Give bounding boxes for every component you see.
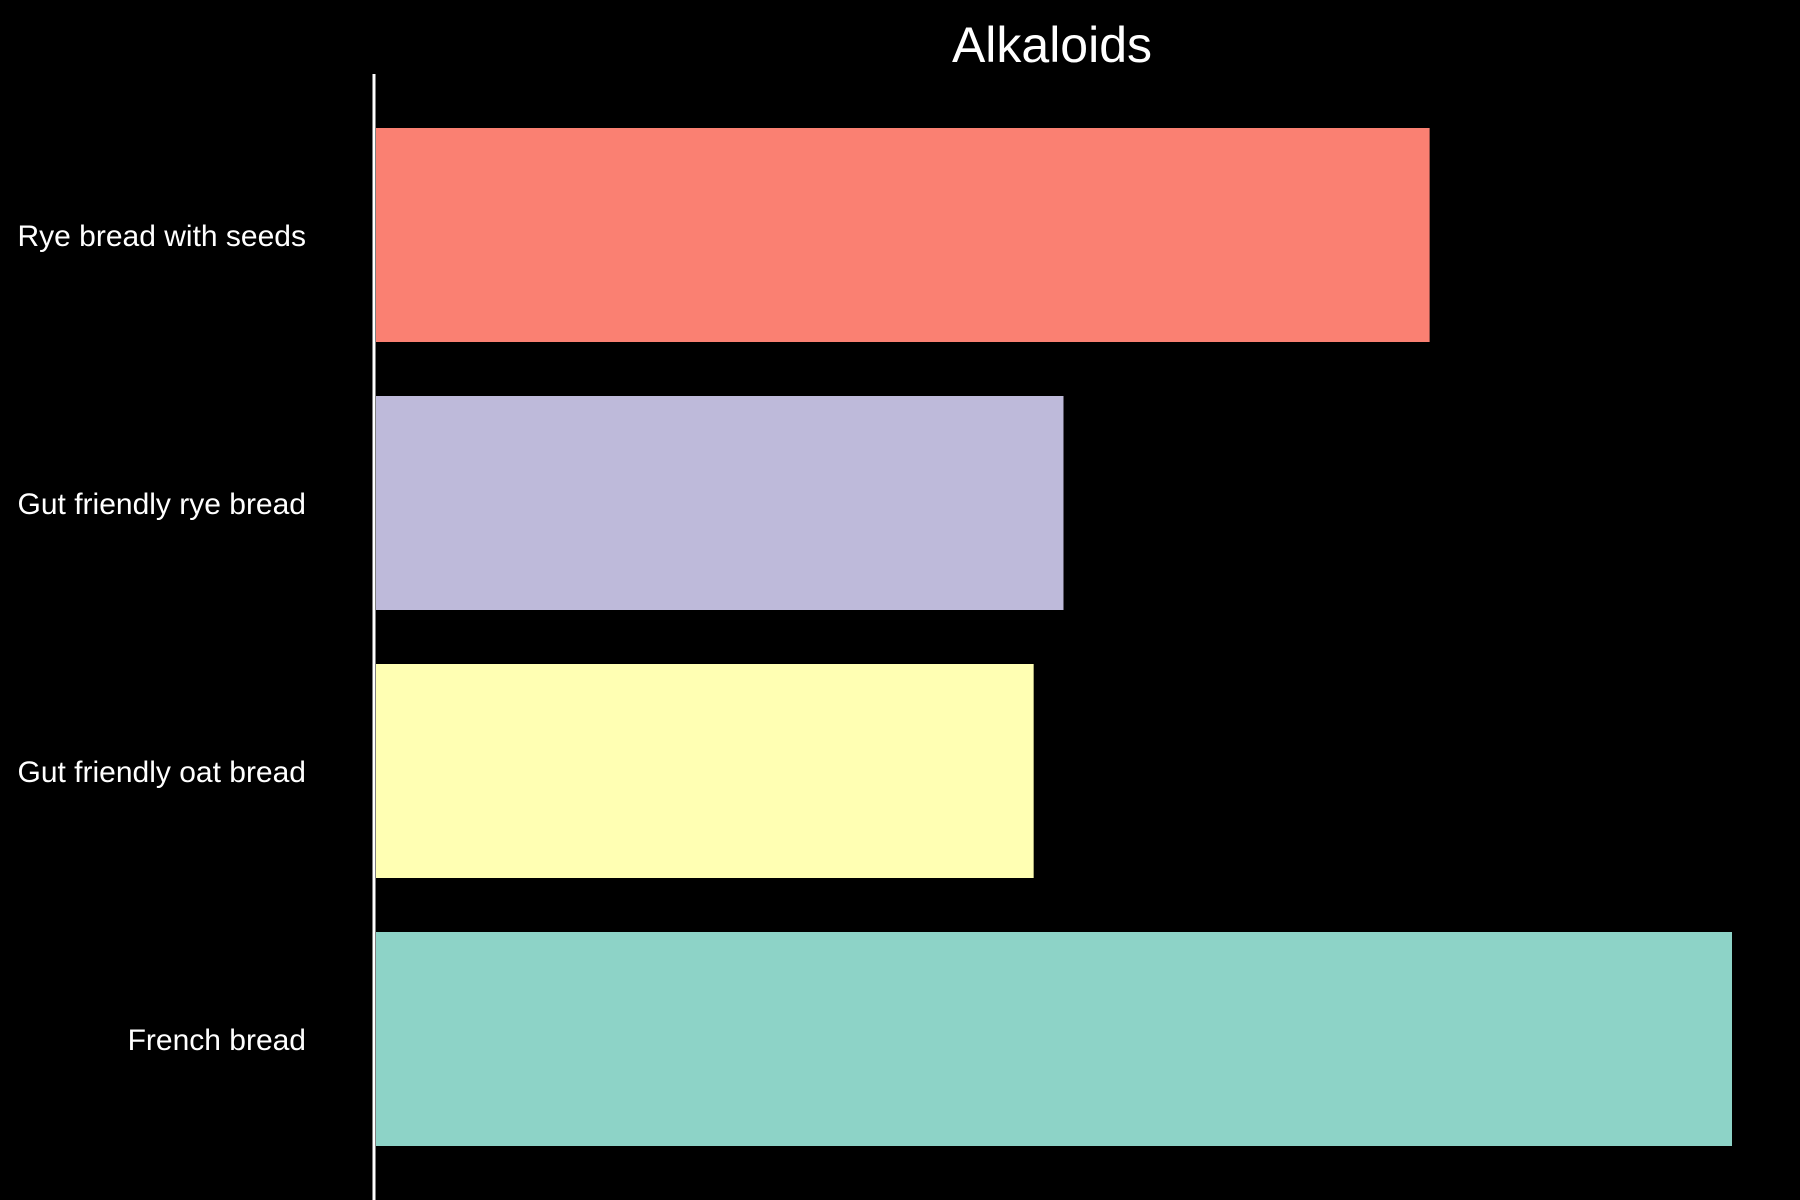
bars-group [376, 128, 1732, 1146]
bar-gut-friendly-oat-bread [376, 664, 1034, 878]
bar-gut-friendly-rye-bread [376, 396, 1064, 610]
bar-rye-bread-with-seeds [376, 128, 1430, 342]
category-label: Gut friendly rye bread [18, 488, 306, 521]
category-label: French bread [128, 1024, 306, 1057]
chart-title: Alkaloids [952, 17, 1152, 73]
category-label: Gut friendly oat bread [17, 756, 306, 789]
bar-french-bread [376, 932, 1732, 1146]
category-label: Rye bread with seeds [18, 220, 307, 253]
category-labels: Rye bread with seeds Gut friendly rye bre… [17, 220, 306, 1057]
